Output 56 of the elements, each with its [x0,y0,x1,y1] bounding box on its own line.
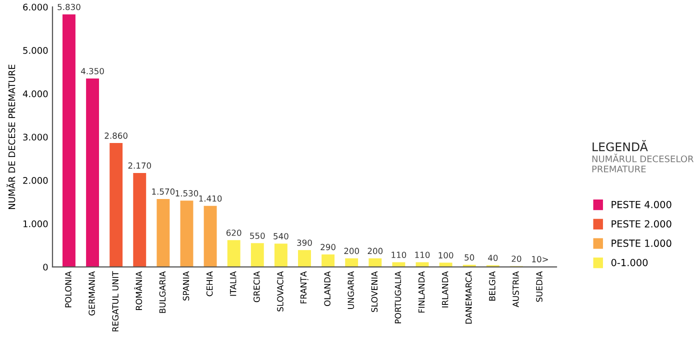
x-tick-label: GERMANIA [88,271,95,316]
text: 550 [250,232,265,239]
legend-title: LEGENDĂ [592,140,648,152]
y-tick-label: 3.000 [23,134,48,141]
text: 1.570 [152,188,175,195]
x-tick-label: ITALIA [230,271,236,296]
text: 540 [274,233,288,240]
legend-label: PESTE 2.000 [612,220,672,228]
x-tick-label: DANEMARCA [465,271,472,324]
text: 1.530 [176,190,198,196]
y-tick-label: 4.000 [22,90,48,98]
text: 100 [438,252,454,258]
x-tick-label: REGATUL UNIT [112,271,119,332]
text: 40 [488,254,498,262]
y-tick-label: 0 [43,264,48,271]
x-tick-label: POLONIA [65,271,72,308]
text: 290 [320,244,336,250]
text: 620 [226,230,242,236]
text: 390 [297,240,312,246]
text: 50 [464,254,474,261]
x-tick-label: ROMÂNIA [134,271,142,310]
text: 200 [344,248,359,254]
x-tick-label: SLOVENIA [371,271,378,312]
y-tick-label: 6.000 [23,4,48,11]
legend-label: PESTE 1.000 [612,240,672,247]
x-tick-label: FINLANDA [418,271,425,313]
text: 20 [512,256,522,262]
text: 200 [368,248,383,254]
text: 110 [392,252,406,258]
x-tick-label: BULGARIA [159,271,166,313]
x-tick-label: BELGIA [489,271,496,301]
x-tick-label: UNGARIA [348,271,354,309]
text: NUMĂRUL DECESELOR PREMATURE [592,154,694,172]
x-tick-label: FRANȚA [300,271,309,304]
y-tick-label: 5.000 [23,47,48,54]
text: 4.350 [81,68,104,74]
x-tick-label: PORTUGALIA [394,271,402,324]
x-tick-label: IRLANDA [442,271,448,308]
y-tick-label: 1.000 [23,220,48,228]
text: 10> [532,256,548,262]
x-tick-label: OLANDA [324,271,330,306]
text: 110 [415,252,430,258]
text: 5.830 [58,4,80,10]
text: 2.170 [128,162,152,169]
x-tick-label: SPANIA [182,271,190,300]
y-tick-label: 2.000 [23,177,48,184]
x-tick-label: CEHIA [206,271,213,296]
x-tick-label: SLOVACIA [277,271,284,312]
text: 1.410 [199,195,222,202]
legend-label: PESTE 4.000 [612,200,672,208]
y-axis-title: NUMĂR DE DECESE PREMATURE [6,64,16,209]
x-tick-label: SUEDIA [536,271,542,302]
legend-label: 0-1.000 [611,258,648,266]
x-tick-label: AUSTRIA [512,271,519,308]
text: 2.860 [104,132,128,139]
x-tick-label: GRECIA [254,271,260,302]
